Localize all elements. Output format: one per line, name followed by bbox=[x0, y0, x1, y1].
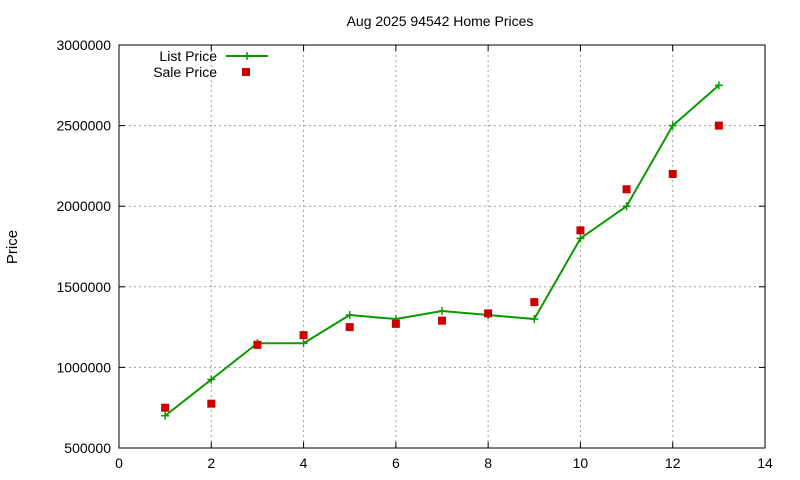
list-price-point bbox=[530, 315, 539, 324]
sale-price-point bbox=[207, 399, 216, 408]
legend-label: List Price bbox=[159, 48, 217, 64]
list-price-line bbox=[164, 84, 720, 417]
list-price-point bbox=[576, 234, 585, 243]
sale-price-point bbox=[622, 185, 631, 194]
x-tick-label: 12 bbox=[665, 455, 681, 471]
y-axis-label: Price bbox=[4, 230, 21, 264]
list-price-point bbox=[345, 311, 354, 320]
y-tick-label: 500000 bbox=[64, 440, 111, 456]
list-price-point bbox=[668, 121, 677, 130]
plot-border bbox=[118, 44, 766, 449]
sale-price-point bbox=[484, 309, 493, 318]
y-tick-label: 1000000 bbox=[56, 359, 111, 375]
x-tick-label: 6 bbox=[392, 455, 400, 471]
x-tick-label: 0 bbox=[115, 455, 123, 471]
x-tick-label: 4 bbox=[300, 455, 308, 471]
sale-price-point bbox=[714, 121, 723, 130]
legend-label: Sale Price bbox=[153, 64, 217, 80]
x-tick-label: 8 bbox=[484, 455, 492, 471]
sale-price-point bbox=[391, 319, 400, 328]
x-tick-label: 2 bbox=[207, 455, 215, 471]
list-price-point bbox=[161, 411, 170, 420]
sale-price-point bbox=[345, 323, 354, 332]
legend-square-sample bbox=[242, 68, 250, 76]
list-price-point bbox=[714, 81, 723, 90]
sale-price-point bbox=[576, 226, 585, 235]
x-tick-label: 14 bbox=[757, 455, 773, 471]
legend-plus-sample bbox=[243, 52, 251, 60]
list-price-point bbox=[207, 375, 216, 384]
sale-price-point bbox=[530, 298, 539, 307]
list-price-point bbox=[299, 339, 308, 348]
sale-price-point bbox=[438, 316, 446, 325]
y-tick-label: 1500000 bbox=[56, 279, 111, 295]
grid-lines bbox=[119, 45, 765, 448]
y-tick-label: 3000000 bbox=[56, 37, 111, 53]
y-tick-label: 2500000 bbox=[56, 118, 111, 134]
sale-price-point bbox=[668, 169, 677, 178]
sale-price-point bbox=[299, 331, 308, 340]
axes: 0 2 4 6 8 10 12 14 500000 1000000 1500000 2000000 25… bbox=[56, 37, 773, 471]
sale-price-point bbox=[161, 403, 170, 412]
chart-title: Aug 2025 94542 Home Prices bbox=[347, 13, 534, 29]
list-price-point bbox=[622, 202, 631, 211]
y-tick-label: 2000000 bbox=[56, 198, 111, 214]
x-tick-label: 10 bbox=[573, 455, 589, 471]
sale-price-point bbox=[253, 340, 262, 349]
data-series bbox=[161, 81, 723, 420]
list-price-point bbox=[438, 306, 446, 315]
